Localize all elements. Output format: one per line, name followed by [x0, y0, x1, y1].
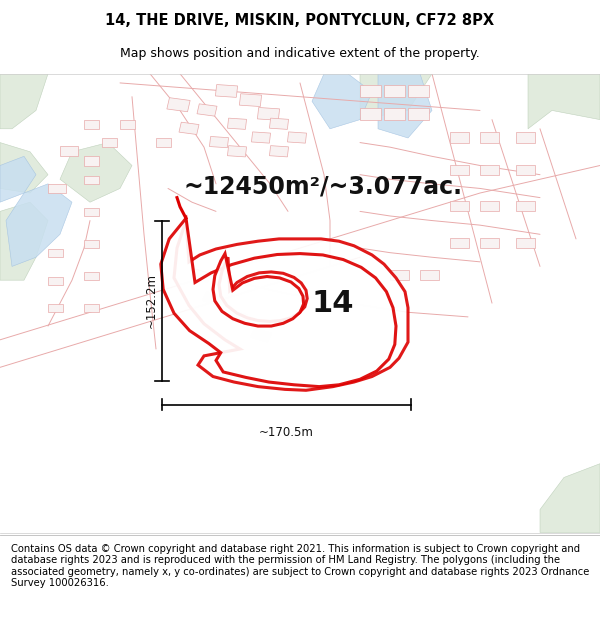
- Polygon shape: [0, 202, 48, 280]
- Polygon shape: [516, 201, 535, 211]
- Polygon shape: [378, 74, 432, 138]
- Polygon shape: [202, 292, 224, 305]
- Polygon shape: [227, 146, 247, 157]
- Polygon shape: [312, 74, 372, 129]
- Polygon shape: [250, 329, 272, 342]
- Text: Map shows position and indicative extent of the property.: Map shows position and indicative extent…: [120, 47, 480, 59]
- Polygon shape: [174, 221, 408, 390]
- Polygon shape: [450, 132, 469, 142]
- Polygon shape: [226, 310, 248, 324]
- Polygon shape: [287, 132, 307, 143]
- Polygon shape: [384, 108, 405, 119]
- Polygon shape: [450, 238, 469, 248]
- Polygon shape: [269, 146, 289, 157]
- Polygon shape: [251, 132, 271, 143]
- Polygon shape: [84, 156, 99, 166]
- Polygon shape: [480, 164, 499, 174]
- Polygon shape: [48, 304, 63, 312]
- Polygon shape: [390, 270, 409, 280]
- Polygon shape: [360, 85, 381, 97]
- Polygon shape: [84, 208, 99, 216]
- Polygon shape: [190, 269, 212, 282]
- Polygon shape: [0, 74, 48, 129]
- Polygon shape: [219, 258, 307, 321]
- Polygon shape: [156, 138, 171, 147]
- Polygon shape: [60, 146, 78, 156]
- Polygon shape: [60, 142, 132, 202]
- Polygon shape: [84, 176, 99, 184]
- Polygon shape: [540, 464, 600, 532]
- Polygon shape: [120, 119, 135, 129]
- Polygon shape: [0, 156, 36, 202]
- Polygon shape: [450, 201, 469, 211]
- Text: 14, THE DRIVE, MISKIN, PONTYCLUN, CF72 8PX: 14, THE DRIVE, MISKIN, PONTYCLUN, CF72 8…: [106, 13, 494, 28]
- Polygon shape: [450, 164, 469, 174]
- Polygon shape: [167, 98, 190, 112]
- Polygon shape: [516, 238, 535, 248]
- Polygon shape: [179, 122, 199, 134]
- Text: ~170.5m: ~170.5m: [259, 426, 314, 439]
- Polygon shape: [197, 104, 217, 116]
- Polygon shape: [420, 270, 439, 280]
- Polygon shape: [48, 249, 63, 258]
- Polygon shape: [84, 119, 99, 129]
- Polygon shape: [516, 164, 535, 174]
- Polygon shape: [84, 240, 99, 248]
- Polygon shape: [215, 84, 238, 98]
- Polygon shape: [161, 218, 396, 387]
- Polygon shape: [213, 254, 304, 326]
- Polygon shape: [269, 118, 289, 129]
- Polygon shape: [48, 276, 63, 285]
- Polygon shape: [0, 142, 48, 193]
- Polygon shape: [480, 201, 499, 211]
- Polygon shape: [384, 85, 405, 97]
- Polygon shape: [480, 132, 499, 142]
- Polygon shape: [408, 108, 429, 119]
- Polygon shape: [48, 184, 66, 193]
- Polygon shape: [257, 107, 280, 120]
- Polygon shape: [227, 118, 247, 129]
- Polygon shape: [84, 272, 99, 280]
- Text: ~152.2m: ~152.2m: [145, 273, 158, 328]
- Polygon shape: [209, 136, 229, 148]
- Polygon shape: [6, 184, 72, 266]
- Text: ~12450m²/~3.077ac.: ~12450m²/~3.077ac.: [183, 174, 462, 198]
- Text: Contains OS data © Crown copyright and database right 2021. This information is : Contains OS data © Crown copyright and d…: [11, 544, 589, 588]
- Polygon shape: [528, 74, 600, 129]
- Text: 14: 14: [312, 289, 354, 318]
- Polygon shape: [102, 138, 117, 147]
- Polygon shape: [84, 304, 99, 312]
- Polygon shape: [516, 132, 535, 142]
- Polygon shape: [480, 238, 499, 248]
- Polygon shape: [239, 94, 262, 106]
- Polygon shape: [360, 74, 432, 119]
- Polygon shape: [360, 108, 381, 119]
- Polygon shape: [408, 85, 429, 97]
